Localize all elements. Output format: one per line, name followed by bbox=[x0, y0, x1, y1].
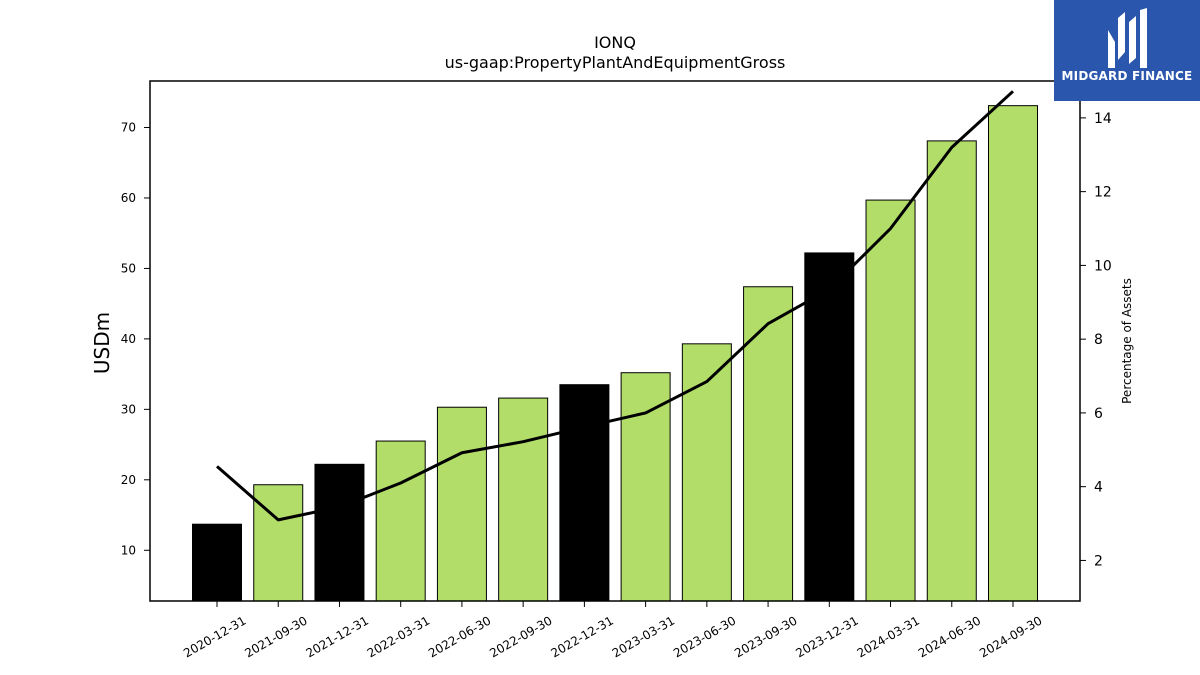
bar bbox=[559, 384, 610, 602]
bar bbox=[498, 397, 549, 602]
bar bbox=[988, 105, 1038, 602]
brand-name: MIDGARD FINANCE bbox=[1061, 69, 1193, 83]
brand-logo: MIDGARD FINANCE bbox=[1054, 0, 1200, 101]
x-tick-label: 2023-06-30 bbox=[671, 613, 738, 660]
bar bbox=[620, 372, 671, 602]
plot-frame bbox=[149, 80, 1081, 602]
series-line bbox=[216, 90, 1015, 522]
midgard-m-icon bbox=[1108, 8, 1147, 68]
bar bbox=[436, 406, 487, 602]
y2-axis-label: Percentage of Assets bbox=[1120, 278, 1134, 404]
x-tick-label: 2024-09-30 bbox=[977, 613, 1044, 660]
y-tick-label: 10 bbox=[121, 543, 136, 557]
y-axis-left: 10 20 30 40 50 60 70 bbox=[121, 121, 150, 557]
x-tick-label: 2022-12-31 bbox=[548, 613, 615, 660]
chart-title: IONQ bbox=[594, 33, 636, 52]
bar bbox=[375, 440, 426, 602]
x-tick-label: 2022-06-30 bbox=[426, 613, 493, 660]
x-tick-label: 2022-03-31 bbox=[365, 613, 432, 660]
y-axis-label: USDm bbox=[90, 312, 114, 374]
x-tick-label: 2023-03-31 bbox=[610, 613, 677, 660]
y2-tick-label: 4 bbox=[1094, 480, 1103, 496]
y-axis-right: 2 4 6 8 10 12 14 bbox=[1080, 111, 1112, 569]
x-tick-label: 2023-12-31 bbox=[793, 613, 860, 660]
bar bbox=[253, 484, 304, 602]
line-group bbox=[216, 90, 1015, 522]
y-tick-label: 50 bbox=[121, 261, 136, 275]
x-tick-label: 2023-09-30 bbox=[732, 613, 799, 660]
x-tick-label: 2020-12-31 bbox=[181, 613, 248, 660]
bar bbox=[743, 286, 794, 602]
bar bbox=[681, 343, 732, 602]
bar-group bbox=[192, 105, 1038, 602]
bar bbox=[804, 252, 855, 602]
y2-tick-label: 6 bbox=[1094, 406, 1103, 422]
x-tick-label: 2024-06-30 bbox=[916, 613, 983, 660]
y2-tick-label: 12 bbox=[1094, 185, 1112, 201]
bar bbox=[314, 463, 365, 602]
y2-tick-label: 14 bbox=[1094, 111, 1112, 127]
x-axis: 2020-12-312021-09-302021-12-312022-03-31… bbox=[181, 601, 1045, 660]
y-tick-label: 30 bbox=[121, 402, 136, 416]
y2-tick-label: 10 bbox=[1094, 258, 1112, 274]
y2-tick-label: 8 bbox=[1094, 332, 1103, 348]
y-tick-label: 40 bbox=[121, 332, 136, 346]
bar bbox=[865, 199, 916, 602]
y2-tick-label: 2 bbox=[1094, 553, 1103, 569]
bar bbox=[926, 140, 977, 602]
x-tick-label: 2024-03-31 bbox=[855, 613, 922, 660]
chart-subtitle: us-gaap:PropertyPlantAndEquipmentGross bbox=[445, 53, 786, 72]
x-tick-label: 2021-09-30 bbox=[242, 613, 309, 660]
x-tick-label: 2022-09-30 bbox=[487, 613, 554, 660]
bar bbox=[192, 523, 242, 602]
y-tick-label: 20 bbox=[121, 473, 136, 487]
y-tick-label: 60 bbox=[121, 191, 136, 205]
y-tick-label: 70 bbox=[121, 121, 136, 135]
x-tick-label: 2021-12-31 bbox=[304, 613, 371, 660]
